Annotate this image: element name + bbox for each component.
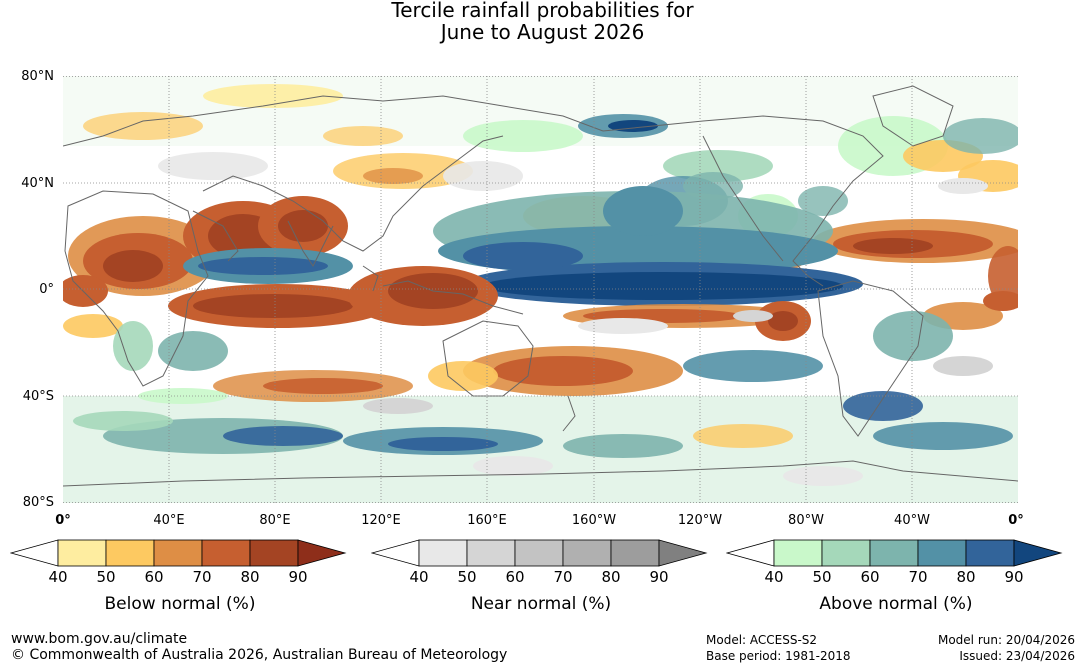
colorbar-near-box-4 bbox=[562, 539, 612, 567]
colorbar-above-box-3 bbox=[869, 539, 919, 567]
colorbar-below-tick-label: 70 bbox=[192, 568, 212, 586]
base-period: Base period: 1981-2018 bbox=[706, 649, 851, 663]
colorbar-above-tick-label: 50 bbox=[812, 568, 832, 586]
colorbar-near-tick-label: 70 bbox=[553, 568, 573, 586]
colorbar-near-tick-label: 40 bbox=[409, 568, 429, 586]
lon-label-120w: 120°W bbox=[677, 513, 723, 528]
colorbar-above-tick-label: 70 bbox=[908, 568, 928, 586]
colorbar-near-tick-label: 60 bbox=[505, 568, 525, 586]
colorbar-ticks-near: 40 50 60 70 80 90 bbox=[371, 568, 711, 586]
colorbar-above-tick-label: 60 bbox=[860, 568, 880, 586]
map-canvas bbox=[63, 76, 1018, 503]
lon-label-40e: 40°E bbox=[153, 513, 185, 528]
lat-label-40s: 40°S bbox=[22, 389, 54, 404]
lon-label-160e: 160°E bbox=[467, 513, 507, 528]
colorbar-below-high-triangle bbox=[297, 539, 347, 567]
lat-label-equator: 0° bbox=[39, 282, 54, 297]
colorbar-ticks-above: 40 50 60 70 80 90 bbox=[726, 568, 1066, 586]
colorbar-near-box-3 bbox=[514, 539, 564, 567]
copyright-notice: © Commonwealth of Australia 2026, Austra… bbox=[11, 647, 508, 663]
lon-label-0-west: 0° bbox=[55, 513, 71, 528]
legend-below-normal: 40 50 60 70 80 90 Below normal (%) bbox=[9, 538, 350, 614]
colorbar-near-tick-label: 80 bbox=[601, 568, 621, 586]
colorbar-above-box-4 bbox=[917, 539, 967, 567]
colorbar-below-low-triangle bbox=[9, 539, 59, 567]
model-name: Model: ACCESS-S2 bbox=[706, 633, 818, 647]
map-title-line1: Tercile rainfall probabilities for bbox=[391, 0, 694, 22]
lon-label-80e: 80°E bbox=[259, 513, 291, 528]
colorbar-near-high-triangle bbox=[658, 539, 708, 567]
colorbar-above-tick-label: 90 bbox=[1004, 568, 1024, 586]
southern-wet-patches bbox=[73, 311, 1013, 458]
colorbar-near-box-5 bbox=[610, 539, 660, 567]
colorbar-near-low-triangle bbox=[370, 539, 420, 567]
lat-label-80n: 80°N bbox=[21, 69, 54, 84]
colorbar-above-tick-label: 40 bbox=[764, 568, 784, 586]
coastlines bbox=[63, 85, 1018, 487]
rainfall-probability-map bbox=[63, 76, 1018, 503]
colorbar-above-low-triangle bbox=[725, 539, 775, 567]
colorbar-near-tick-label: 50 bbox=[457, 568, 477, 586]
colorbar-below-tick-label: 50 bbox=[96, 568, 116, 586]
colorbar-above-box-1 bbox=[773, 539, 823, 567]
model-run-date: Model run: 20/04/2026 bbox=[937, 633, 1075, 647]
near-normal-patches bbox=[363, 178, 993, 486]
legend-above-normal: 40 50 60 70 80 90 Above normal (%) bbox=[725, 538, 1066, 614]
colorbar-above-normal bbox=[725, 539, 1063, 567]
legend-near-normal: 40 50 60 70 80 90 Near normal (%) bbox=[370, 538, 711, 614]
colorbar-below-tick-label: 40 bbox=[48, 568, 68, 586]
legend-title-near-normal: Near normal (%) bbox=[470, 594, 612, 614]
graticule bbox=[63, 76, 1018, 503]
legend-title-below-normal: Below normal (%) bbox=[104, 594, 256, 614]
lon-label-120e: 120°E bbox=[361, 513, 401, 528]
lat-label-80s: 80°S bbox=[22, 495, 54, 510]
colorbar-below-tick-label: 80 bbox=[240, 568, 260, 586]
lon-label-160w: 160°W bbox=[571, 513, 617, 528]
colorbar-ticks-below: 40 50 60 70 80 90 bbox=[10, 568, 350, 586]
colorbar-below-box-4 bbox=[201, 539, 251, 567]
lat-label-40n: 40°N bbox=[21, 176, 54, 191]
issued-date: Issued: 23/04/2026 bbox=[959, 649, 1075, 663]
colorbar-below-box-2 bbox=[105, 539, 155, 567]
colorbar-near-normal bbox=[370, 539, 708, 567]
colorbar-above-tick-label: 80 bbox=[956, 568, 976, 586]
colorbar-below-box-5 bbox=[249, 539, 299, 567]
pacific-wet-band bbox=[433, 186, 863, 306]
legend-title-above-normal: Above normal (%) bbox=[819, 594, 973, 614]
colorbar-above-high-triangle bbox=[1013, 539, 1063, 567]
indian-ocean-wet-band bbox=[183, 248, 353, 284]
colorbar-above-box-5 bbox=[965, 539, 1015, 567]
colorbar-below-tick-label: 90 bbox=[288, 568, 308, 586]
colorbar-near-box-2 bbox=[466, 539, 516, 567]
colorbar-below-box-3 bbox=[153, 539, 203, 567]
lon-label-0-east: 0° bbox=[1008, 513, 1024, 528]
website-link[interactable]: www.bom.gov.au/climate bbox=[11, 631, 188, 647]
colorbar-near-tick-label: 90 bbox=[649, 568, 669, 586]
lon-label-40w: 40°W bbox=[894, 513, 930, 528]
colorbar-below-box-1 bbox=[57, 539, 107, 567]
map-title-line2: June to August 2026 bbox=[440, 20, 645, 44]
colorbar-below-tick-label: 60 bbox=[144, 568, 164, 586]
colorbar-above-box-2 bbox=[821, 539, 871, 567]
colorbar-near-box-1 bbox=[418, 539, 468, 567]
colorbar-below-normal bbox=[9, 539, 347, 567]
lon-label-80w: 80°W bbox=[788, 513, 824, 528]
